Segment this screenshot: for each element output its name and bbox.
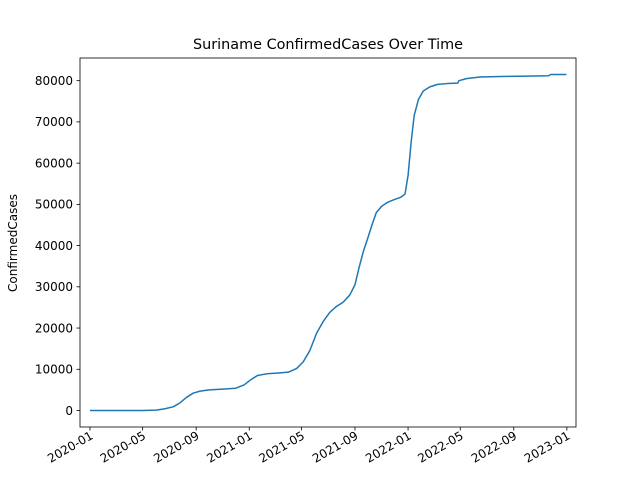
y-tick-label-8: 80000 [35,74,73,88]
y-tick-label-2: 20000 [35,321,73,335]
y-tick-label-0: 0 [65,404,73,418]
plot-area [90,73,567,412]
y-tick-label-3: 30000 [35,280,73,294]
y-tick-label-6: 60000 [35,156,73,170]
y-tick-label-4: 40000 [35,239,73,253]
y-tick-label-5: 50000 [35,198,73,212]
y-tick-label-1: 10000 [35,363,73,377]
y-axis: 0 10000 20000 30000 40000 50000 60000 70000 8000… [35,74,80,418]
series-line-0 [90,73,567,412]
axes-frame [79,57,577,428]
chart-title: Suriname ConfirmedCases Over Time [193,37,463,53]
y-tick-label-7: 70000 [35,115,73,129]
y-axis-label: ConfirmedCases [6,194,20,292]
